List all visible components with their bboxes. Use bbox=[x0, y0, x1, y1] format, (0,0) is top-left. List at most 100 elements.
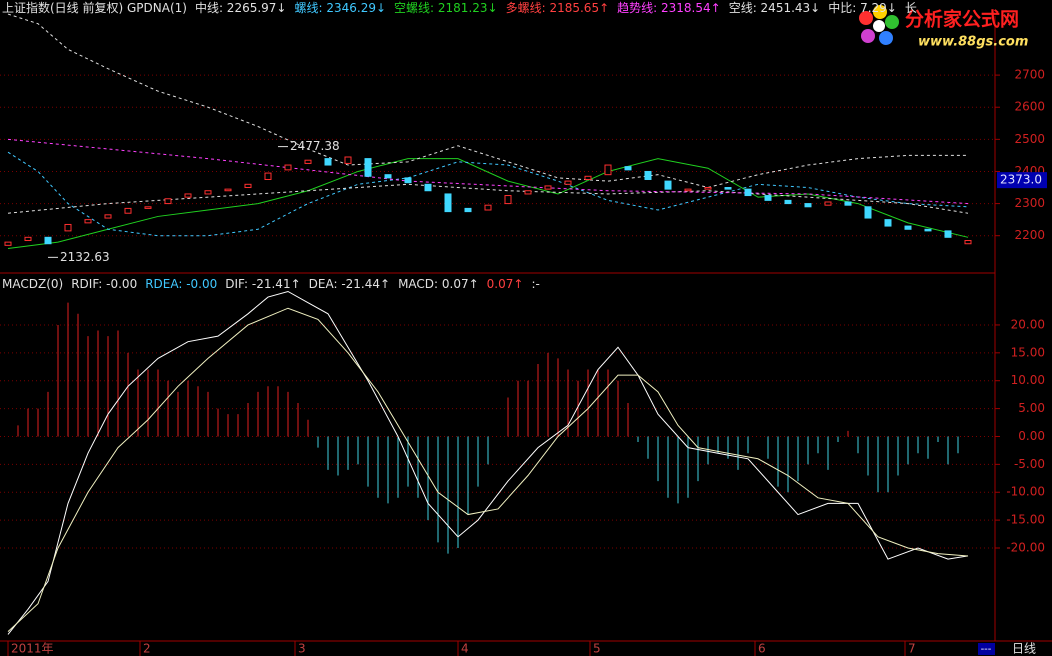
indicator-value: 螺线: 2346.29↓ bbox=[294, 1, 387, 15]
candle bbox=[244, 183, 252, 189]
candle bbox=[144, 206, 152, 209]
logo-name: 分析家公式网 bbox=[905, 8, 1019, 31]
indicator-line bbox=[7, 307, 969, 633]
y-tick-label: 2700 bbox=[1014, 68, 1045, 82]
candle bbox=[444, 193, 452, 213]
candle bbox=[784, 199, 792, 205]
candle bbox=[364, 158, 372, 177]
current-price-box bbox=[997, 172, 1047, 189]
indicator-line bbox=[7, 138, 969, 205]
y-tick-label: 20.00 bbox=[1011, 317, 1045, 331]
macd-indicator: :- bbox=[531, 277, 540, 291]
candle bbox=[484, 204, 492, 211]
indicator-value: 中线: 2265.97↓ bbox=[194, 1, 287, 15]
y-tick-label: -5.00 bbox=[1014, 457, 1045, 471]
candle bbox=[864, 206, 872, 219]
candle bbox=[224, 188, 232, 192]
indicator-line bbox=[7, 183, 969, 214]
current-price: 2373.0 bbox=[1000, 173, 1042, 187]
candle bbox=[664, 180, 672, 190]
header-title: 上证指数(日线 前复权) GPDNA(1) bbox=[2, 1, 187, 15]
y-tick-label: 10.00 bbox=[1011, 373, 1045, 387]
annotation: 2477.38 bbox=[290, 139, 340, 153]
candle bbox=[44, 236, 52, 245]
candle bbox=[304, 159, 312, 164]
candle bbox=[264, 172, 272, 180]
logo-url: www.88gs.com bbox=[918, 35, 1028, 50]
candle bbox=[624, 166, 632, 171]
candle bbox=[724, 187, 732, 190]
x-tick-label: 5 bbox=[593, 642, 601, 656]
candle bbox=[584, 175, 592, 180]
indicator-value: 多螺线: 2185.65↑ bbox=[505, 1, 610, 15]
macd-header: MACDZ(0) RDIF: -0.00 RDEA: -0.00 DIF: -21.4… bbox=[2, 276, 540, 292]
macd-indicator: DIF: -21.41↑ bbox=[225, 277, 301, 291]
indicator-line bbox=[7, 290, 969, 635]
candle bbox=[564, 180, 572, 185]
candle bbox=[524, 190, 532, 195]
candle bbox=[24, 236, 32, 242]
candle bbox=[824, 201, 832, 206]
macd-indicator: 0.07↑ bbox=[486, 277, 524, 291]
macd-indicator: MACD: 0.07↑ bbox=[398, 277, 479, 291]
macd-indicator: MACDZ(0) bbox=[2, 277, 64, 291]
period-label: 日线 bbox=[1012, 642, 1036, 656]
indicator-line bbox=[7, 151, 969, 237]
candle bbox=[504, 195, 512, 205]
y-tick-label: 2500 bbox=[1014, 132, 1045, 146]
candle bbox=[964, 240, 972, 245]
candle bbox=[424, 183, 432, 192]
candle bbox=[324, 158, 332, 166]
x-tick-label: 4 bbox=[461, 642, 469, 656]
candle bbox=[644, 170, 652, 180]
y-tick-label: 2200 bbox=[1014, 228, 1045, 242]
indicator-value: 空线: 2451.43↓ bbox=[728, 1, 821, 15]
candle bbox=[764, 195, 772, 201]
y-tick-label: 2600 bbox=[1014, 100, 1045, 114]
indicator-line bbox=[7, 158, 969, 250]
candle bbox=[84, 219, 92, 224]
macd-indicator: RDIF: -0.00 bbox=[71, 277, 138, 291]
logo-icon bbox=[859, 5, 899, 45]
candle bbox=[904, 225, 912, 230]
candle bbox=[924, 228, 932, 232]
y-tick-label: 15.00 bbox=[1011, 345, 1045, 359]
indicator-value: 空螺线: 2181.23↓ bbox=[394, 1, 498, 15]
macd-indicator: RDEA: -0.00 bbox=[145, 277, 218, 291]
candle bbox=[344, 156, 352, 164]
y-tick-label: -20.00 bbox=[1006, 540, 1045, 554]
x-tick-label: 7 bbox=[908, 642, 916, 656]
footer-marker: --- bbox=[981, 644, 992, 655]
indicator-value: 中比: 7.29↓ bbox=[828, 1, 897, 15]
y-tick-label: 0.00 bbox=[1018, 429, 1045, 443]
y-tick-label: -15.00 bbox=[1006, 513, 1045, 527]
candle bbox=[384, 174, 392, 179]
y-tick-label: -10.00 bbox=[1006, 485, 1045, 499]
y-tick-label: 2300 bbox=[1014, 196, 1045, 210]
annotation: 2132.63 bbox=[60, 250, 110, 264]
candle bbox=[204, 190, 212, 195]
indicator-value: 趋势线: 2318.54↑ bbox=[617, 1, 721, 15]
candle bbox=[124, 207, 132, 214]
header: 上证指数(日线 前复权) GPDNA(1) 中线: 2265.97↓ 螺线: 234… bbox=[2, 0, 917, 16]
candle bbox=[684, 188, 692, 192]
candle bbox=[464, 207, 472, 213]
indicator-value: 长 bbox=[904, 1, 917, 15]
candle bbox=[164, 198, 172, 205]
candle bbox=[604, 164, 612, 176]
y-tick-label: 5.00 bbox=[1018, 401, 1045, 415]
candle bbox=[544, 185, 552, 190]
candle bbox=[804, 203, 812, 208]
indicator-line bbox=[7, 13, 968, 189]
candle bbox=[884, 219, 892, 227]
candle bbox=[944, 230, 952, 238]
candle bbox=[184, 193, 192, 198]
candle bbox=[844, 201, 852, 206]
x-tick-label: 3 bbox=[298, 642, 306, 656]
candle bbox=[4, 241, 12, 246]
candle bbox=[704, 187, 712, 190]
candle bbox=[64, 223, 72, 232]
candle bbox=[744, 188, 752, 197]
